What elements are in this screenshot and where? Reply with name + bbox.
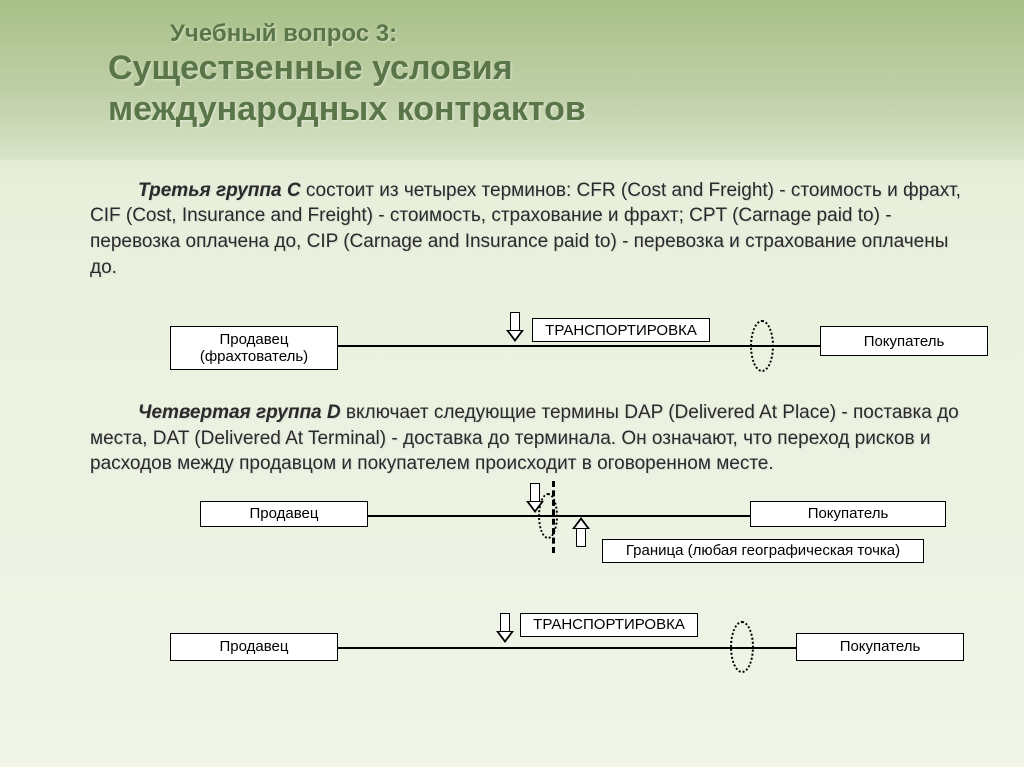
buyer-box: Покупатель: [796, 633, 964, 661]
seller-box: Продавец: [200, 501, 368, 527]
risk-transfer-ellipse: [750, 320, 774, 372]
diagram-group-d: Продавец Покупатель Граница (любая географ…: [90, 487, 974, 577]
buyer-box: Покупатель: [750, 501, 946, 527]
slide-title-line1: Существенные условия: [108, 48, 1024, 89]
paragraph-group-c: Третья группа С состоит из четырех терми…: [90, 178, 974, 281]
arrow-down-icon: [498, 613, 512, 643]
transport-line: [338, 647, 796, 649]
slide-header: Учебный вопрос 3: Существенные условия м…: [0, 0, 1024, 160]
arrow-up-icon: [574, 517, 588, 547]
diagram-transport-bottom: Продавец ТРАНСПОРТИРОВКА Покупатель: [90, 597, 974, 687]
slide-title-line2: международных контрактов: [108, 89, 1024, 130]
diagram-group-c: Продавец(фрахтователь)ТРАНСПОРТИРОВКАПок…: [90, 290, 974, 380]
group-c-label: Третья группа С: [138, 180, 306, 201]
border-label-box: Граница (любая географическая точка): [602, 539, 924, 563]
buyer-box: Покупатель: [820, 326, 988, 356]
transport-label-box: ТРАНСПОРТИРОВКА: [532, 318, 710, 342]
slide-content: Третья группа С состоит из четырех терми…: [0, 160, 1024, 687]
transport-line: [368, 515, 750, 517]
arrow-down-icon: [508, 312, 522, 342]
seller-box: Продавец: [170, 633, 338, 661]
paragraph-group-d: Четвертая группа D включает следующие те…: [90, 400, 974, 477]
seller-box: Продавец(фрахтователь): [170, 326, 338, 370]
group-d-label: Четвертая группа D: [138, 402, 346, 423]
risk-transfer-ellipse: [730, 621, 754, 673]
slide-subtitle: Учебный вопрос 3:: [170, 20, 1024, 48]
transport-label-box: ТРАНСПОРТИРОВКА: [520, 613, 698, 637]
transport-line: [338, 345, 820, 347]
arrow-down-icon: [528, 483, 542, 513]
